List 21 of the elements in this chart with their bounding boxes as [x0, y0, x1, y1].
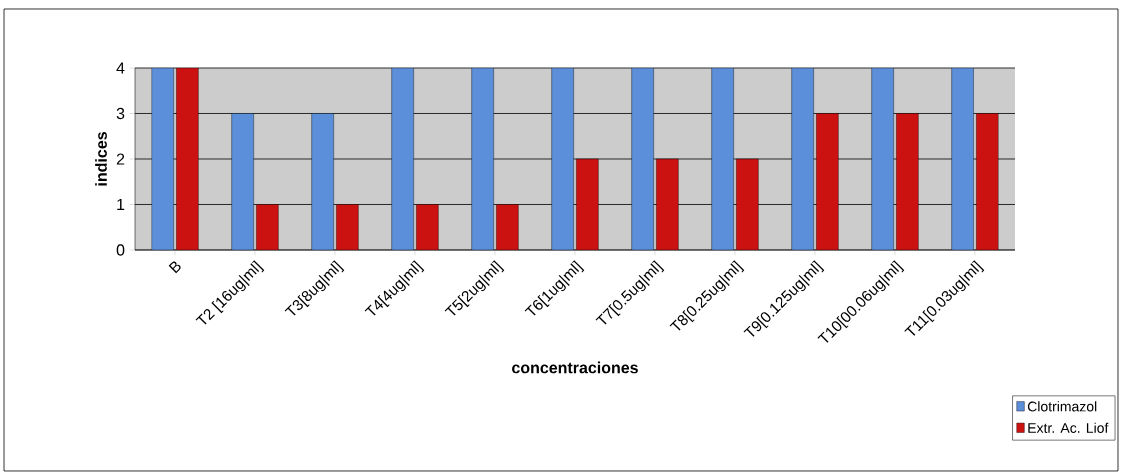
- x-tick-label: B: [168, 261, 181, 274]
- bar: [736, 158, 759, 250]
- bar: [256, 204, 279, 250]
- bar: [816, 113, 839, 250]
- bar: [336, 204, 359, 250]
- y-tick-label: 4: [116, 62, 125, 74]
- x-axis-title: concentraciones: [512, 361, 638, 374]
- y-tick-label: 0: [116, 244, 125, 256]
- bar: [976, 113, 999, 250]
- bar: [176, 68, 199, 250]
- bar: [896, 113, 919, 250]
- legend-label: Clotrimazol: [1027, 401, 1097, 412]
- bar: [576, 158, 599, 250]
- bar: [656, 158, 679, 250]
- y-axis-title: indices: [95, 132, 107, 186]
- y-tick-label: 2: [116, 153, 125, 165]
- y-tick-label: 3: [116, 107, 125, 120]
- bar: [416, 204, 439, 250]
- y-tick-label: 1: [117, 199, 125, 210]
- legend-label: Extr. Ac. Liof: [1028, 422, 1109, 433]
- bar: [496, 204, 519, 250]
